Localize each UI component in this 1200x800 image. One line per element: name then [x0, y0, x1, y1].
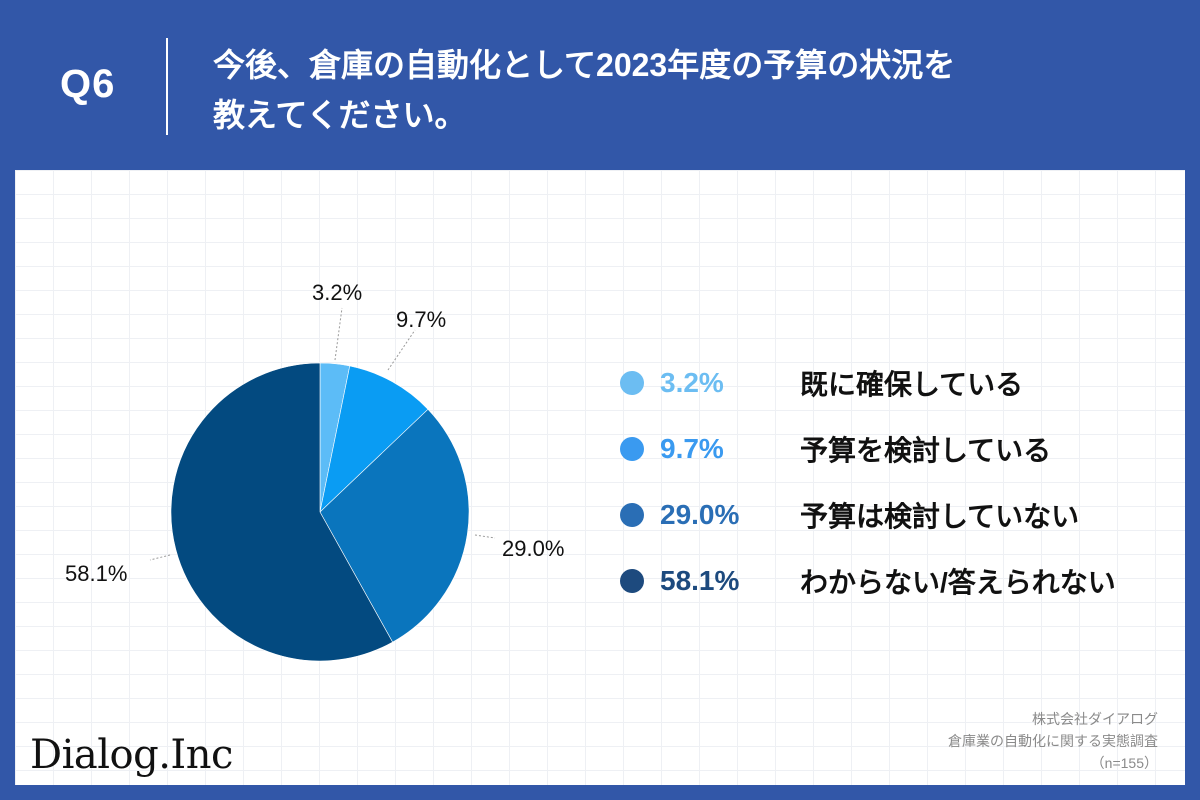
- legend-item-1: 3.2% 既に確保している: [620, 350, 1116, 416]
- header-divider: [166, 38, 168, 135]
- header: Q6 今後、倉庫の自動化として2023年度の予算の状況を 教えてください。: [0, 0, 1200, 170]
- pie-slices: [170, 362, 470, 662]
- question-title-line-1: 今後、倉庫の自動化として2023年度の予算の状況を: [213, 47, 956, 83]
- leader-lines: [149, 307, 496, 561]
- pie-label-slice-2: 9.7%: [396, 307, 447, 332]
- survey-credits: 株式会社ダイアログ 倉庫業の自動化に関する実態調査 （n=155）: [948, 708, 1158, 774]
- legend-dot-icon: [620, 503, 644, 527]
- legend: 3.2% 既に確保している 9.7% 予算を検討している 29.0% 予算は検討…: [620, 350, 1116, 614]
- company-logo: Dialog.Inc: [30, 732, 233, 778]
- survey-name: 倉庫業の自動化に関する実態調査: [948, 733, 1158, 749]
- pie-slice-2: [319, 365, 429, 513]
- question-number: Q6: [60, 62, 116, 106]
- leader-line-3: [474, 534, 496, 539]
- legend-percent: 3.2%: [660, 367, 724, 398]
- legend-percent: 58.1%: [660, 565, 740, 596]
- legend-percent: 9.7%: [660, 433, 724, 464]
- question-title: 今後、倉庫の自動化として2023年度の予算の状況を 教えてください。: [213, 40, 1113, 140]
- chart-panel: 3.2% 9.7% 29.0% 58.1% 3.2% 既に確保している 9.7%…: [15, 170, 1185, 785]
- pie-slice-4: [170, 362, 394, 662]
- legend-label: 既に確保している: [800, 369, 1024, 400]
- pie-chart: [149, 307, 496, 662]
- legend-dot-icon: [620, 437, 644, 461]
- leader-line-4: [149, 554, 171, 561]
- legend-dot-icon: [620, 569, 644, 593]
- company-name: 株式会社ダイアログ: [1032, 711, 1158, 727]
- legend-percent: 29.0%: [660, 499, 740, 530]
- legend-dot-icon: [620, 371, 644, 395]
- question-title-line-2: 教えてください。: [213, 97, 467, 133]
- sample-size: （n=155）: [1090, 755, 1158, 771]
- pie-label-slice-3: 29.0%: [502, 536, 565, 561]
- leader-line-2: [387, 329, 416, 371]
- pie-label-slice-1: 3.2%: [312, 280, 363, 305]
- legend-item-2: 9.7% 予算を検討している: [620, 416, 1116, 482]
- legend-label: 予算は検討していない: [800, 501, 1080, 532]
- legend-item-4: 58.1% わからない/答えられない: [620, 548, 1116, 614]
- legend-label: わからない/答えられない: [800, 567, 1116, 598]
- pie-slice-3: [319, 408, 470, 643]
- legend-item-3: 29.0% 予算は検討していない: [620, 482, 1116, 548]
- leader-line-1: [334, 307, 343, 361]
- pie-label-slice-4: 58.1%: [65, 561, 128, 586]
- legend-label: 予算を検討している: [800, 435, 1052, 466]
